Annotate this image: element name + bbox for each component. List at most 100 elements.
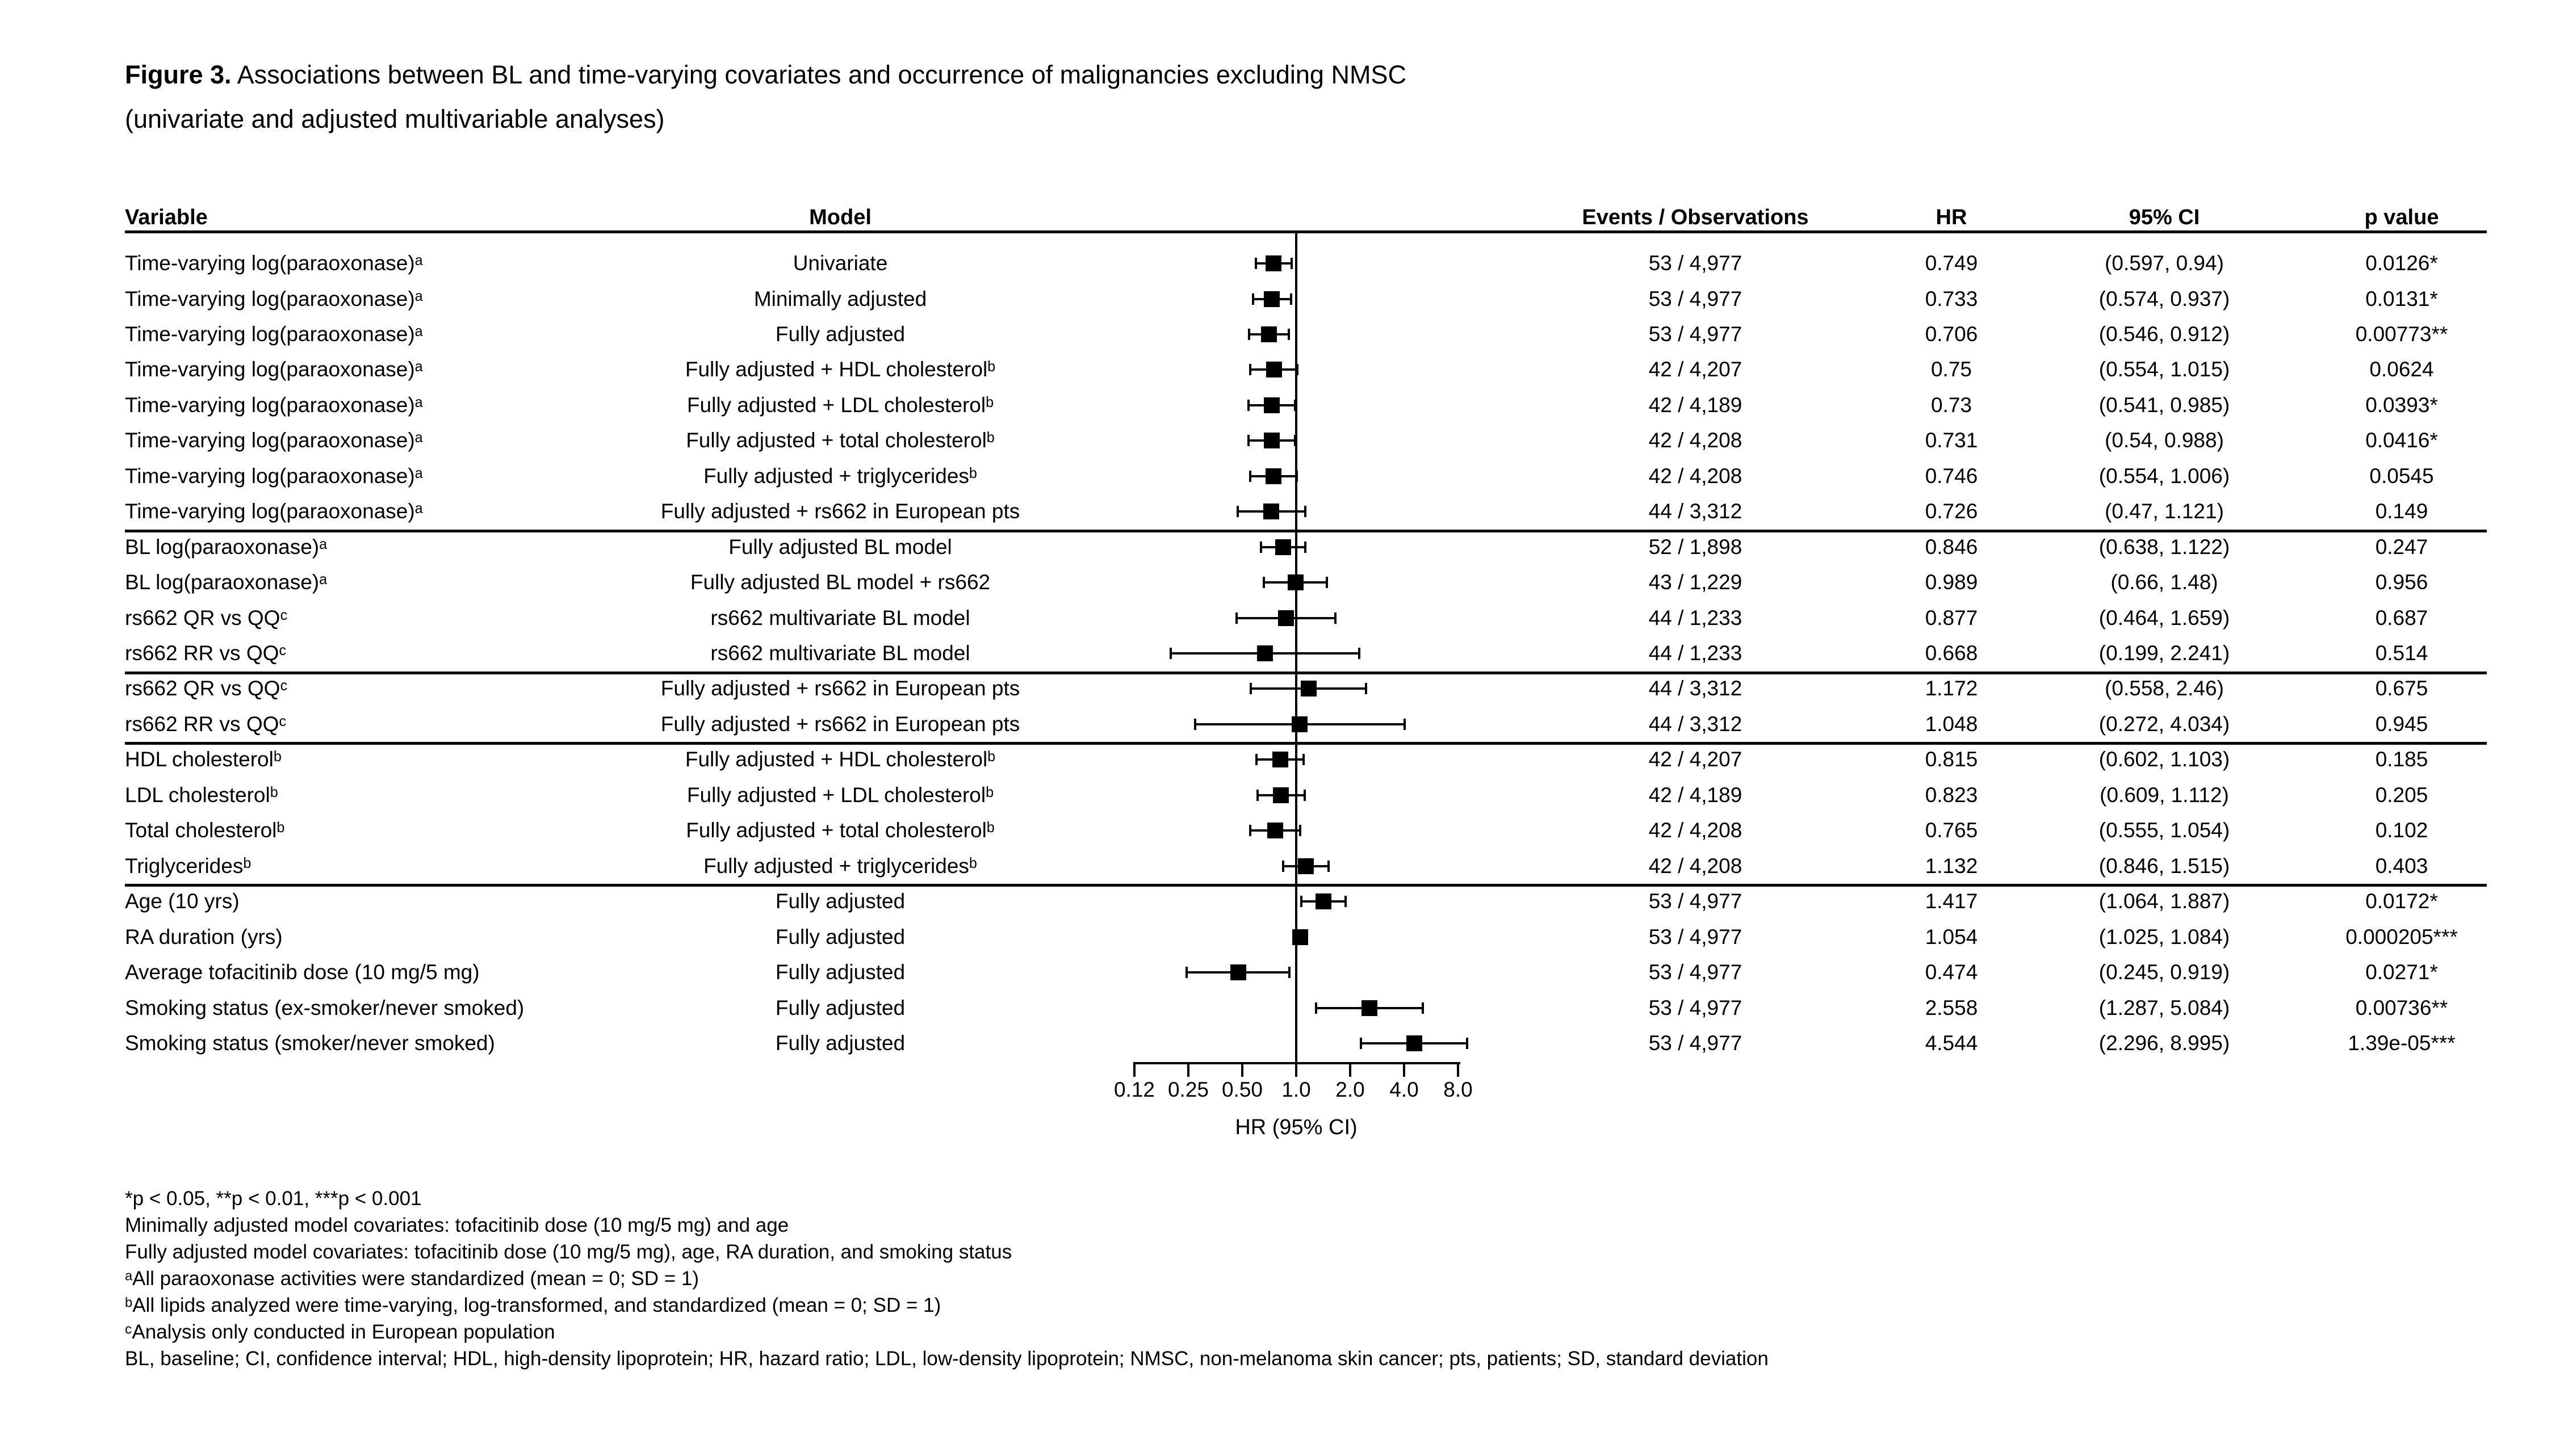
row-hr-value: 1.048	[1925, 712, 1978, 736]
row-hr-value: 0.746	[1925, 464, 1978, 488]
ci-cap-high	[1293, 399, 1296, 411]
row-ci-value: (0.638, 1.122)	[2098, 535, 2230, 559]
row-pvalue: 0.0545	[2369, 464, 2434, 488]
row-hr-value: 0.474	[1925, 960, 1978, 984]
row-variable-label: Time-varying log(paraoxonase)ᵃ	[125, 464, 423, 488]
row-events-value: 44 / 1,233	[1648, 641, 1742, 665]
row-hr-value: 0.765	[1925, 819, 1978, 842]
row-ci-value: (1.287, 5.084)	[2098, 996, 2230, 1019]
axis-tick	[1295, 1062, 1297, 1077]
row-hr-value: 1.417	[1925, 889, 1978, 913]
ci-cap-high	[1296, 364, 1298, 376]
row-events-value: 53 / 4,977	[1648, 322, 1742, 346]
row-model-label: Fully adjusted + HDL cholesterolᵇ	[685, 358, 996, 381]
row-ci-value: (0.574, 0.937)	[2098, 287, 2230, 310]
axis-tick-label: 0.12	[1113, 1078, 1155, 1101]
row-events-value: 42 / 4,207	[1648, 358, 1742, 381]
row-events-value: 53 / 4,977	[1648, 996, 1742, 1019]
row-variable-label: rs662 QR vs QQᶜ	[125, 677, 288, 700]
group-separator-line	[125, 742, 2487, 745]
row-ci-value: (1.025, 1.084)	[2098, 925, 2230, 949]
group-separator-line	[125, 884, 2487, 887]
row-pvalue: 0.205	[2375, 783, 2428, 807]
row-ci-value: (0.272, 4.034)	[2098, 712, 2230, 736]
row-pvalue: 0.0393*	[2365, 393, 2438, 417]
row-variable-label: Total cholesterolᵇ	[125, 819, 285, 842]
row-events-value: 53 / 4,977	[1648, 1031, 1742, 1055]
ci-cap-low	[1300, 896, 1302, 908]
ci-cap-low	[1249, 470, 1252, 482]
ci-cap-low	[1247, 435, 1250, 447]
axis-tick	[1241, 1062, 1243, 1077]
ci-cap-high	[1288, 967, 1291, 978]
ci-cap-high	[1288, 328, 1291, 340]
row-model-label: Fully adjusted + LDL cholesterolᵇ	[686, 783, 994, 807]
hr-point-marker	[1256, 645, 1273, 661]
footnote-abbreviations: BL, baseline; CI, confidence interval; H…	[125, 1348, 1769, 1370]
row-hr-value: 0.731	[1925, 429, 1978, 452]
row-ci-value: (1.064, 1.887)	[2098, 889, 2230, 913]
ci-cap-low	[1235, 612, 1238, 624]
ci-cap-high	[1302, 754, 1305, 766]
row-ci-value: (0.597, 0.94)	[2105, 251, 2224, 275]
axis-tick-label: 0.25	[1167, 1078, 1209, 1101]
row-model-label: Fully adjusted + rs662 in European pts	[660, 500, 1020, 523]
group-separator-line	[125, 529, 2487, 532]
row-variable-label: Time-varying log(paraoxonase)ᵃ	[125, 322, 423, 346]
ci-cap-low	[1255, 754, 1258, 766]
column-header-pvalue: p value	[2364, 205, 2439, 229]
row-ci-value: (0.554, 1.015)	[2098, 358, 2230, 381]
row-events-value: 42 / 4,208	[1648, 464, 1742, 488]
row-variable-label: rs662 RR vs QQᶜ	[125, 712, 287, 736]
footnote-c: ᶜAnalysis only conducted in European pop…	[125, 1321, 555, 1343]
ci-cap-high	[1304, 506, 1306, 518]
row-hr-value: 0.726	[1925, 500, 1978, 523]
hr-point-marker	[1267, 823, 1284, 839]
row-pvalue: 0.956	[2375, 570, 2428, 594]
row-events-value: 52 / 1,898	[1648, 535, 1742, 559]
row-pvalue: 0.185	[2375, 748, 2428, 771]
ci-cap-low	[1251, 293, 1254, 305]
row-hr-value: 0.75	[1930, 358, 1972, 381]
ci-cap-high	[1365, 683, 1368, 695]
column-header-hr: HR	[1936, 205, 1967, 229]
ci-cap-high	[1304, 541, 1306, 553]
reference-line-hr1	[1295, 232, 1297, 1064]
row-model-label: Fully adjusted + HDL cholesterolᵇ	[685, 748, 996, 771]
ci-cap-high	[1290, 293, 1293, 305]
row-events-value: 44 / 3,312	[1648, 712, 1742, 736]
row-model-label: Fully adjusted + total cholesterolᵇ	[686, 819, 995, 842]
row-model-label: rs662 multivariate BL model	[710, 641, 970, 665]
row-ci-value: (0.47, 1.121)	[2105, 500, 2224, 523]
row-hr-value: 0.989	[1925, 570, 1978, 594]
row-variable-label: Smoking status (ex-smoker/never smoked)	[125, 996, 525, 1019]
row-events-value: 42 / 4,208	[1648, 819, 1742, 842]
row-ci-value: (2.296, 8.995)	[2098, 1031, 2230, 1055]
row-ci-value: (0.199, 2.241)	[2098, 641, 2230, 665]
row-events-value: 44 / 3,312	[1648, 500, 1742, 523]
axis-tick	[1349, 1062, 1351, 1077]
row-hr-value: 1.132	[1925, 854, 1978, 878]
row-pvalue: 0.0126*	[2365, 251, 2438, 275]
ci-cap-low	[1255, 258, 1258, 269]
axis-tick	[1403, 1062, 1405, 1077]
row-variable-label: rs662 RR vs QQᶜ	[125, 641, 287, 665]
ci-cap-low	[1250, 683, 1252, 695]
hr-point-marker	[1266, 255, 1282, 271]
footnote-significance: *p < 0.05, **p < 0.01, ***p < 0.001	[125, 1188, 422, 1210]
row-events-value: 42 / 4,189	[1648, 783, 1742, 807]
axis-tick-label: 0.50	[1221, 1078, 1263, 1101]
row-pvalue: 0.247	[2375, 535, 2428, 559]
row-events-value: 42 / 4,189	[1648, 393, 1742, 417]
hr-point-marker	[1261, 326, 1277, 342]
column-header-variable: Variable	[125, 205, 208, 229]
axis-line	[1134, 1062, 1460, 1064]
row-ci-value: (0.245, 0.919)	[2098, 960, 2230, 984]
hr-point-marker	[1292, 716, 1308, 732]
figure-title: Figure 3. Associations between BL and ti…	[125, 60, 1406, 90]
row-hr-value: 0.668	[1925, 641, 1978, 665]
row-ci-value: (0.846, 1.515)	[2098, 854, 2230, 878]
row-model-label: Fully adjusted BL model	[728, 535, 952, 559]
ci-cap-high	[1334, 612, 1337, 624]
